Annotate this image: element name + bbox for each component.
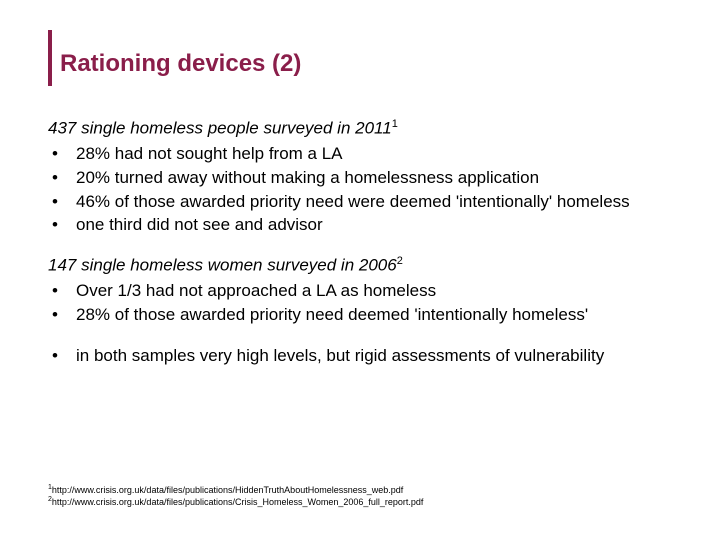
section3-bullets: in both samples very high levels, but ri… [48, 345, 700, 368]
title-accent-bar [48, 30, 52, 86]
section1-bullets: 28% had not sought help from a LA 20% tu… [48, 143, 700, 238]
footnote-2: 2http://www.crisis.org.uk/data/files/pub… [48, 496, 700, 508]
section2-intro: 147 single homeless women surveyed in 20… [48, 255, 700, 276]
footnote-1-text: http://www.crisis.org.uk/data/files/publ… [52, 485, 403, 495]
footnotes: 1http://www.crisis.org.uk/data/files/pub… [48, 484, 700, 509]
footnote-2-text: http://www.crisis.org.uk/data/files/publ… [52, 497, 424, 507]
footnote-1: 1http://www.crisis.org.uk/data/files/pub… [48, 484, 700, 496]
bullet-item: Over 1/3 had not approached a LA as home… [48, 280, 700, 303]
title-block: Rationing devices (2) [48, 42, 301, 86]
content-area: 437 single homeless people surveyed in 2… [48, 118, 700, 386]
bullet-item: one third did not see and advisor [48, 214, 700, 237]
bullet-item: 20% turned away without making a homeles… [48, 167, 700, 190]
section2-intro-text: 147 single homeless women surveyed in 20… [48, 256, 397, 275]
section2-sup: 2 [397, 255, 403, 267]
section1-sup: 1 [392, 118, 398, 130]
bullet-item: in both samples very high levels, but ri… [48, 345, 700, 368]
bullet-item: 28% of those awarded priority need deeme… [48, 304, 700, 327]
section1-intro: 437 single homeless people surveyed in 2… [48, 118, 700, 139]
section1-intro-text: 437 single homeless people surveyed in 2… [48, 119, 392, 138]
bullet-item: 46% of those awarded priority need were … [48, 191, 700, 214]
bullet-item: 28% had not sought help from a LA [48, 143, 700, 166]
slide-title: Rationing devices (2) [60, 50, 301, 78]
section2-bullets: Over 1/3 had not approached a LA as home… [48, 280, 700, 327]
